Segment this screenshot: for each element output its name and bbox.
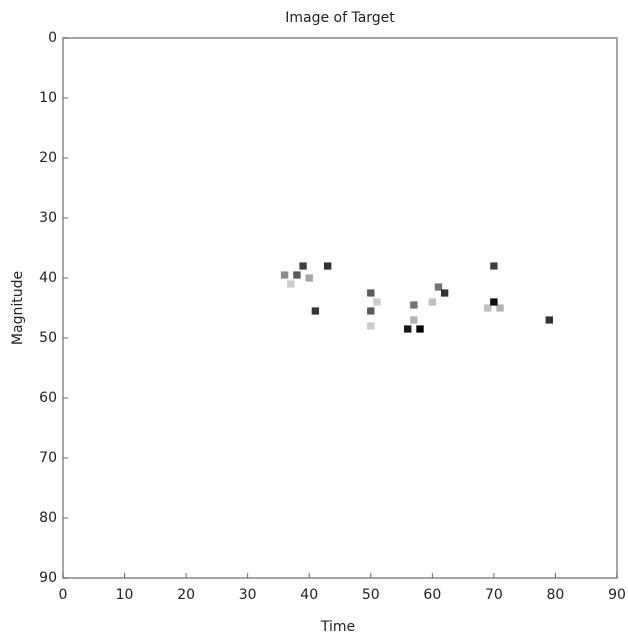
heat-cell xyxy=(410,301,418,309)
heat-cell xyxy=(367,289,375,297)
heat-cell xyxy=(367,307,375,315)
heat-cell xyxy=(305,274,313,282)
x-tick-label: 90 xyxy=(608,587,626,603)
heat-cell xyxy=(404,325,412,333)
y-tick-label: 50 xyxy=(39,330,57,346)
y-tick-label: 10 xyxy=(39,90,57,106)
heat-cell xyxy=(428,298,437,306)
heat-cell xyxy=(287,280,295,288)
y-tick-label: 30 xyxy=(39,210,57,226)
y-tick-label: 0 xyxy=(48,30,57,46)
x-tick-label: 50 xyxy=(362,587,380,603)
x-tick-label: 40 xyxy=(300,587,318,603)
heat-cell xyxy=(311,307,320,315)
heat-cell xyxy=(490,262,498,270)
heat-cell xyxy=(373,298,381,306)
x-tick-label: 30 xyxy=(239,587,257,603)
heat-cell xyxy=(299,262,307,270)
heat-cell xyxy=(545,316,553,324)
x-tick-label: 0 xyxy=(59,587,68,603)
x-tick-label: 10 xyxy=(116,587,134,603)
x-tick-label: 80 xyxy=(547,587,565,603)
y-tick-label: 90 xyxy=(39,570,57,586)
heat-cell xyxy=(440,289,449,297)
x-tick-label: 70 xyxy=(485,587,503,603)
y-tick-label: 70 xyxy=(39,450,57,466)
y-tick-label: 80 xyxy=(39,510,57,526)
y-axis-label: Magnitude xyxy=(10,271,26,345)
heat-cell xyxy=(434,283,443,291)
heat-cell xyxy=(293,271,301,279)
plot-frame xyxy=(62,37,618,579)
heat-cell xyxy=(484,304,492,312)
heat-cell xyxy=(490,298,498,306)
heat-cell xyxy=(416,325,424,333)
x-axis-label: Time xyxy=(320,619,355,635)
y-tick-label: 60 xyxy=(39,390,57,406)
heat-cell xyxy=(367,322,375,330)
y-tick-label: 20 xyxy=(39,150,57,166)
heat-cell xyxy=(496,304,504,312)
chart-title: Image of Target xyxy=(285,10,395,26)
heat-cell xyxy=(280,271,289,279)
y-tick-label: 40 xyxy=(39,270,57,286)
heat-cell xyxy=(410,316,418,324)
x-tick-label: 20 xyxy=(177,587,195,603)
heat-cell xyxy=(323,262,332,270)
x-tick-label: 60 xyxy=(423,587,441,603)
